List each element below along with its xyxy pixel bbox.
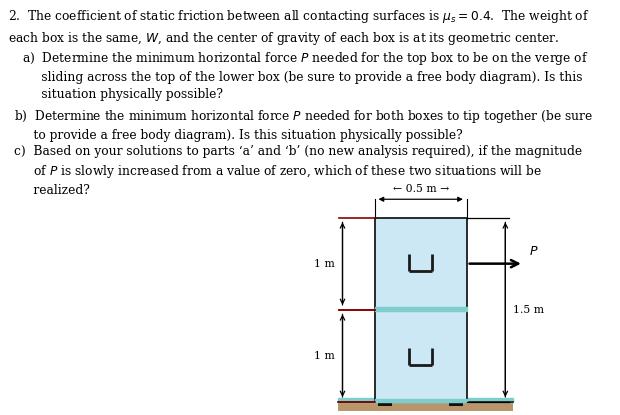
Bar bbox=[450, 400, 463, 406]
Text: 1 m: 1 m bbox=[314, 259, 335, 269]
Text: 1.5 m: 1.5 m bbox=[513, 305, 544, 315]
Text: c)  Based on your solutions to parts ‘a’ and ‘b’ (no new analysis required), if : c) Based on your solutions to parts ‘a’ … bbox=[14, 145, 582, 197]
Text: a)  Determine the minimum horizontal force $P$ needed for the top box to be on t: a) Determine the minimum horizontal forc… bbox=[22, 50, 588, 101]
Text: ← 0.5 m →: ← 0.5 m → bbox=[392, 184, 449, 194]
Text: b)  Determine the minimum horizontal force $P$ needed for both boxes to tip toge: b) Determine the minimum horizontal forc… bbox=[14, 108, 593, 142]
Text: $P$: $P$ bbox=[529, 245, 539, 258]
Bar bbox=[374, 310, 467, 402]
Text: 2.  The coefficient of static friction between all contacting surfaces is $\mu_s: 2. The coefficient of static friction be… bbox=[8, 8, 590, 47]
Bar bbox=[338, 402, 513, 411]
Bar bbox=[374, 217, 467, 310]
Text: 1 m: 1 m bbox=[314, 351, 335, 361]
Bar bbox=[378, 400, 392, 406]
